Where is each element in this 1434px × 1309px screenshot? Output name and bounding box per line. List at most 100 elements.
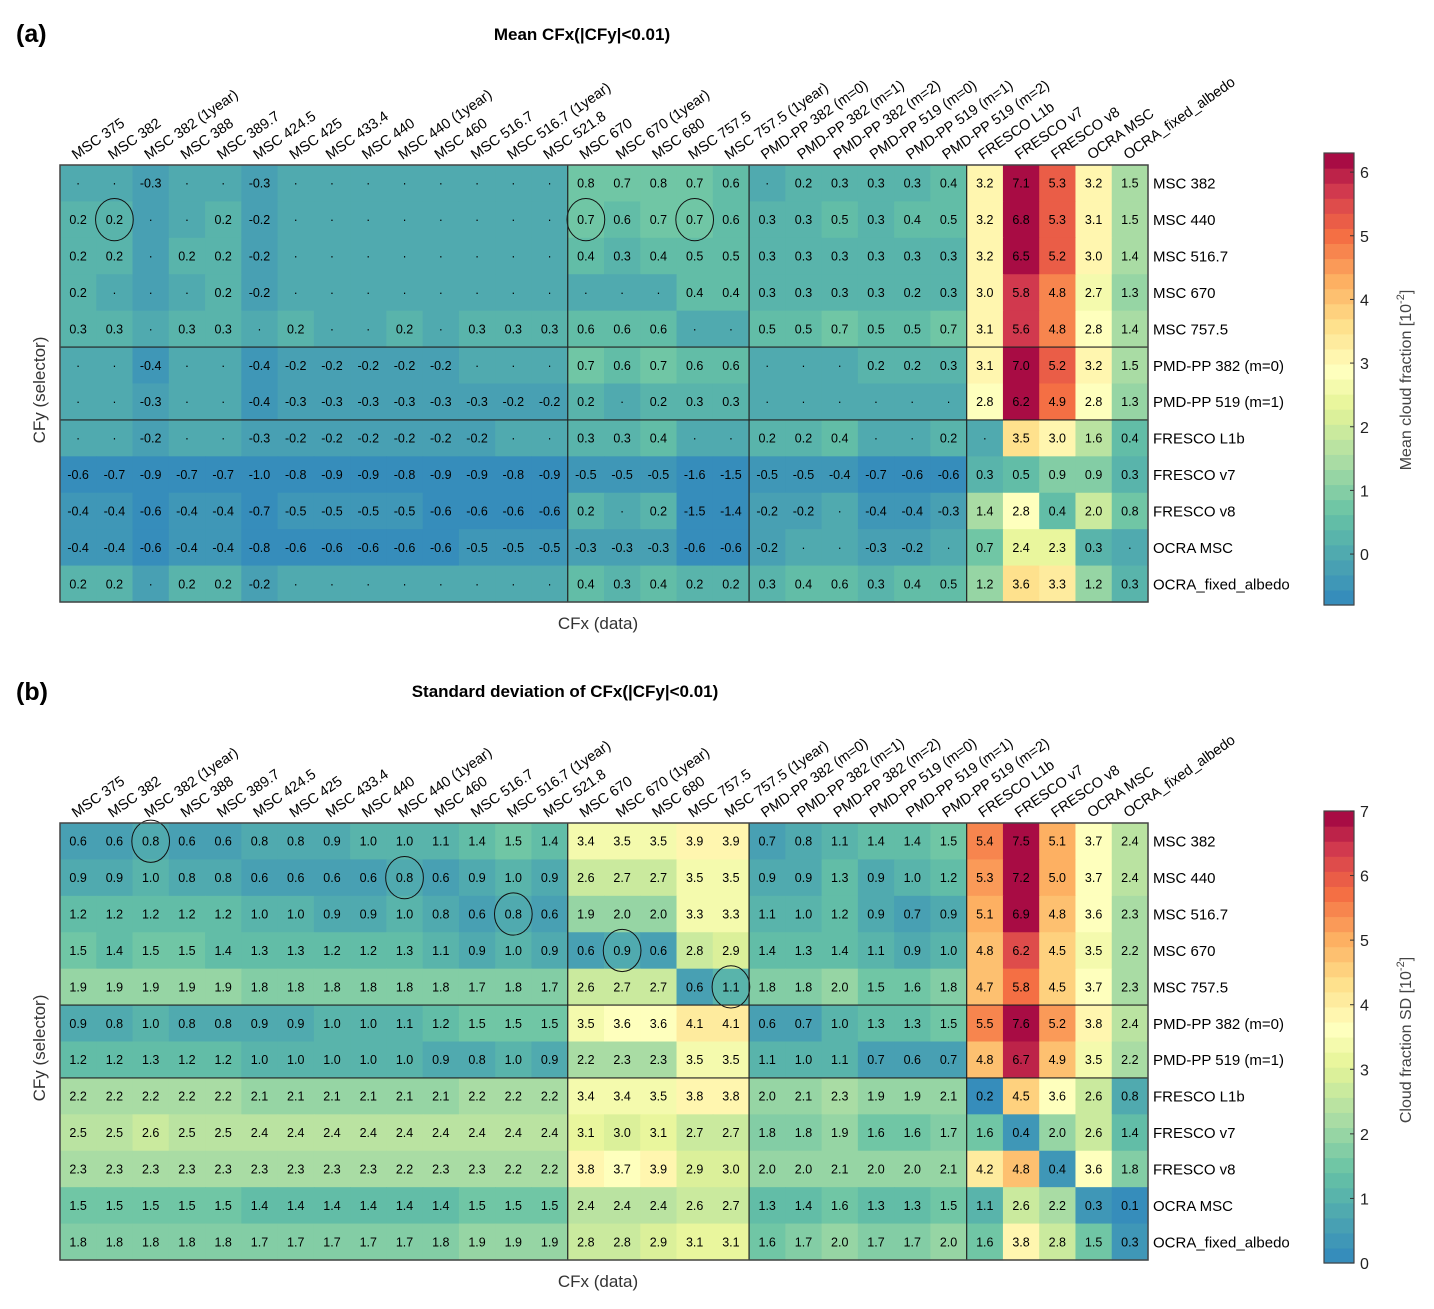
colorbar-segment (1324, 1112, 1354, 1128)
heatmap-cell (422, 932, 460, 970)
cell-value-label: 1.1 (976, 1199, 993, 1213)
cell-value-label: 0.9 (867, 908, 884, 922)
colorbar-tick-label: 5 (1360, 229, 1369, 246)
cell-value-label: 1.0 (360, 1017, 377, 1031)
panel-b-colorbar-label: Cloud fraction SD [10-2] (1395, 957, 1415, 1123)
cell-value-label: 0.2 (287, 322, 304, 336)
cell-value-label: 0.2 (69, 286, 86, 300)
heatmap-cell (567, 165, 605, 203)
heatmap-cell (96, 274, 134, 312)
heatmap-cell (894, 859, 931, 897)
heatmap-cell (857, 1150, 895, 1188)
heatmap-cell (930, 201, 968, 239)
heatmap-cell (458, 895, 496, 933)
heatmap-cell (712, 968, 750, 1006)
cell-value-label: 4.8 (976, 944, 993, 958)
cell-value-label: 0.7 (940, 1053, 957, 1067)
cell-value-label: 1.7 (904, 1235, 921, 1249)
heatmap-cell (749, 347, 786, 385)
heatmap-cell (857, 859, 895, 897)
cell-value-label: 0.9 (468, 871, 485, 885)
cell-value-label: · (475, 359, 479, 373)
cell-value-label: · (185, 395, 189, 409)
heatmap-cell (1111, 1005, 1149, 1043)
cell-value-label: 0.5 (867, 322, 884, 336)
cell-value-label: 1.0 (360, 1053, 377, 1067)
heatmap-cell (458, 492, 496, 530)
heatmap-cell (495, 1114, 533, 1152)
cell-value-label: 0.7 (613, 177, 630, 191)
cell-value-label: 0.9 (541, 871, 558, 885)
heatmap-cell (1075, 968, 1113, 1006)
heatmap-cell (567, 347, 605, 385)
heatmap-cell (205, 274, 242, 312)
heatmap-cell (495, 1077, 533, 1115)
heatmap-cell (894, 1150, 931, 1188)
heatmap-cell (930, 347, 968, 385)
heatmap-cell (676, 565, 714, 603)
heatmap-cell (567, 823, 605, 861)
heatmap-cell (60, 347, 97, 385)
heatmap-cell (785, 895, 823, 933)
heatmap-cell (930, 529, 968, 567)
heatmap-cell (894, 823, 931, 861)
heatmap-cell (205, 968, 242, 1006)
cell-value-label: · (620, 286, 624, 300)
cell-value-label: 0.2 (69, 577, 86, 591)
colorbar-segment (1324, 901, 1354, 918)
heatmap-cell (531, 529, 569, 567)
cell-value-label: 2.3 (142, 1162, 159, 1176)
heatmap-cell (966, 310, 1004, 348)
cell-value-label: 1.0 (904, 871, 921, 885)
colorbar-segment (1324, 811, 1354, 827)
heatmap-cell (1075, 1114, 1113, 1152)
heatmap-cell (749, 565, 786, 603)
cell-value-label: 0.7 (686, 177, 703, 191)
heatmap-cell (168, 1005, 206, 1043)
heatmap-cell (604, 274, 641, 312)
cell-value-label: 0.6 (541, 908, 558, 922)
cell-value-label: 3.5 (1012, 432, 1029, 446)
cell-value-label: 2.4 (323, 1126, 340, 1140)
cell-value-label: 6.7 (1012, 1053, 1029, 1067)
cell-value-label: 2.2 (178, 1090, 195, 1104)
heatmap-cell (458, 1114, 496, 1152)
heatmap-cell (168, 859, 206, 897)
heatmap-cell (132, 1150, 170, 1188)
heatmap-cell (567, 419, 605, 457)
cell-value-label: -0.6 (394, 541, 416, 555)
heatmap-cell (1075, 1223, 1113, 1261)
cell-value-label: 0.4 (650, 577, 667, 591)
cell-value-label: 0.3 (831, 177, 848, 191)
heatmap-cell (168, 165, 206, 203)
heatmap-cell (749, 932, 786, 970)
heatmap-cell (132, 492, 170, 530)
heatmap-cell (712, 895, 750, 933)
cell-value-label: 0.6 (722, 177, 739, 191)
heatmap-cell (712, 1187, 750, 1225)
cell-value-label: 0.2 (178, 577, 195, 591)
heatmap-cell (205, 347, 242, 385)
heatmap-cell (422, 201, 460, 239)
cell-value-label: 2.8 (1085, 322, 1102, 336)
heatmap-cell (930, 237, 968, 275)
heatmap-cell (277, 456, 315, 494)
heatmap-cell (531, 1041, 569, 1079)
heatmap-cell (60, 274, 97, 312)
cell-value-label: -1.5 (684, 504, 706, 518)
cell-value-label: 2.1 (432, 1090, 449, 1104)
cell-value-label: 1.6 (1085, 432, 1102, 446)
cell-value-label: -0.2 (249, 250, 271, 264)
heatmap-cell (350, 419, 387, 457)
cell-value-label: 6.5 (1012, 250, 1029, 264)
cell-value-label: 2.1 (940, 1162, 957, 1176)
cell-value-label: -0.3 (140, 395, 162, 409)
cell-value-label: 3.5 (686, 1053, 703, 1067)
heatmap-cell (60, 529, 97, 567)
cell-value-label: 0.4 (686, 286, 703, 300)
heatmap-cell (458, 310, 496, 348)
colorbar-segment (1324, 1217, 1354, 1234)
cell-value-label: 0.3 (976, 468, 993, 482)
heatmap-cell (277, 895, 315, 933)
heatmap-cell (1111, 565, 1149, 603)
